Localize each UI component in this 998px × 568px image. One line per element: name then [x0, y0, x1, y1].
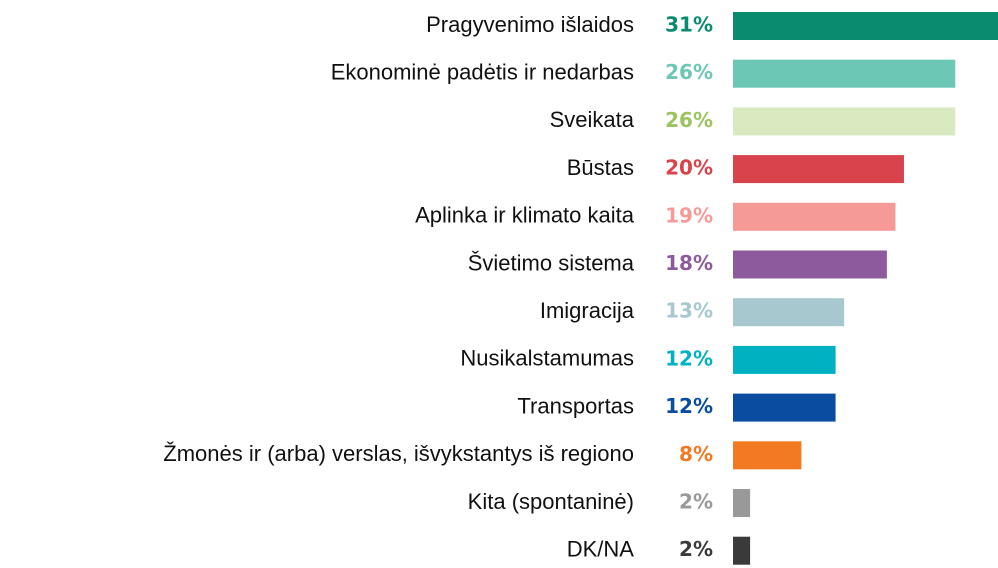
bar [733, 59, 956, 88]
category-label: Švietimo sistema [468, 250, 635, 275]
bar [733, 155, 904, 184]
category-label: Transportas [517, 393, 634, 418]
category-label: Nusikalstamumas [460, 346, 634, 371]
value-label: 2% [679, 490, 713, 514]
category-label: Imigracija [540, 298, 635, 323]
bar [733, 536, 751, 565]
bar [733, 393, 836, 422]
category-label: Sveikata [550, 107, 635, 132]
bar [733, 441, 802, 470]
value-label: 26% [665, 60, 713, 84]
category-label: Žmonės ir (arba) verslas, išvykstantys i… [163, 441, 634, 466]
value-label: 8% [679, 442, 713, 466]
value-label: 20% [665, 156, 713, 180]
category-label: Kita (spontaninė) [468, 489, 634, 514]
category-label: Būstas [567, 155, 634, 180]
value-label: 2% [679, 537, 713, 561]
value-label: 19% [665, 203, 713, 227]
value-label: 12% [665, 346, 713, 370]
category-label: Pragyvenimo išlaidos [426, 12, 634, 37]
bar [733, 489, 751, 517]
value-label: 31% [665, 13, 713, 37]
bar [733, 107, 956, 136]
category-label: Aplinka ir klimato kaita [415, 203, 635, 228]
bar [733, 345, 836, 374]
value-label: 26% [665, 108, 713, 132]
category-label: DK/NA [567, 537, 635, 562]
bar [733, 250, 887, 279]
category-label: Ekonominė padėtis ir nedarbas [331, 60, 634, 85]
value-label: 18% [665, 251, 713, 275]
bar [733, 298, 845, 327]
bar [733, 202, 896, 231]
bar [733, 12, 998, 40]
value-label: 12% [665, 394, 713, 418]
value-label: 13% [665, 299, 713, 323]
